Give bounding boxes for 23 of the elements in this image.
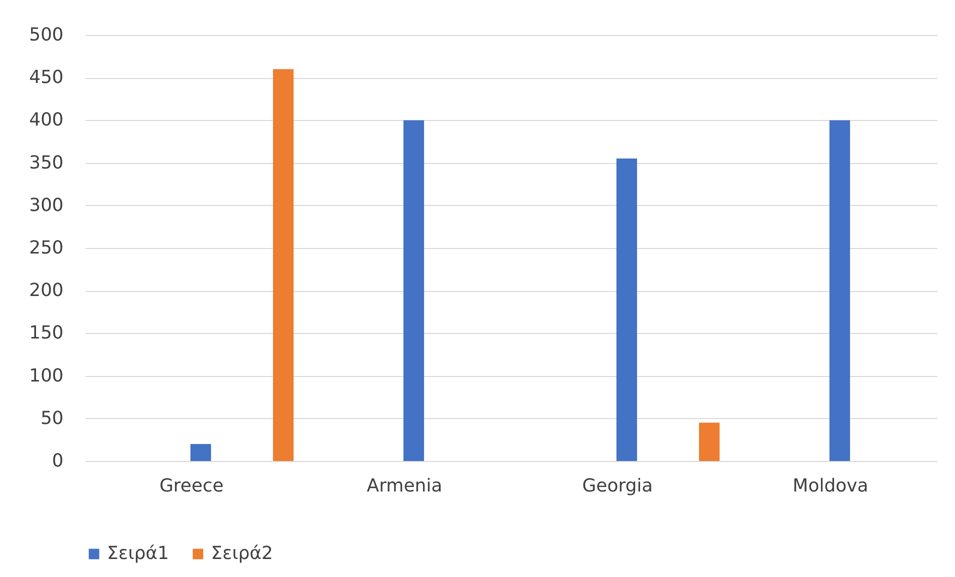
- y-tick-label: 0: [52, 450, 64, 472]
- bar: [616, 158, 638, 461]
- y-tick-label: 300: [29, 194, 64, 216]
- x-tick-label: Greece: [159, 476, 224, 496]
- bar: [273, 69, 294, 461]
- legend-label: Σειρά1: [107, 543, 169, 564]
- y-tick-label: 450: [29, 67, 64, 88]
- bar: [829, 120, 850, 461]
- bar: [190, 444, 212, 461]
- x-tick-label: Moldova: [792, 476, 868, 496]
- x-tick-label: Armenia: [366, 476, 442, 496]
- x-tick-label: Georgia: [582, 476, 653, 496]
- bar: [699, 422, 720, 461]
- legend-label: Σειρά2: [211, 543, 273, 564]
- y-tick-label: 100: [29, 365, 64, 386]
- y-tick-label: 400: [29, 110, 64, 131]
- y-tick-label: 150: [29, 322, 64, 344]
- bar: [403, 120, 424, 461]
- y-tick-label: 350: [29, 152, 64, 174]
- y-tick-label: 200: [29, 280, 64, 302]
- y-tick-label: 250: [29, 238, 64, 258]
- y-tick-label: 50: [40, 408, 64, 429]
- y-tick-label: 500: [29, 24, 64, 46]
